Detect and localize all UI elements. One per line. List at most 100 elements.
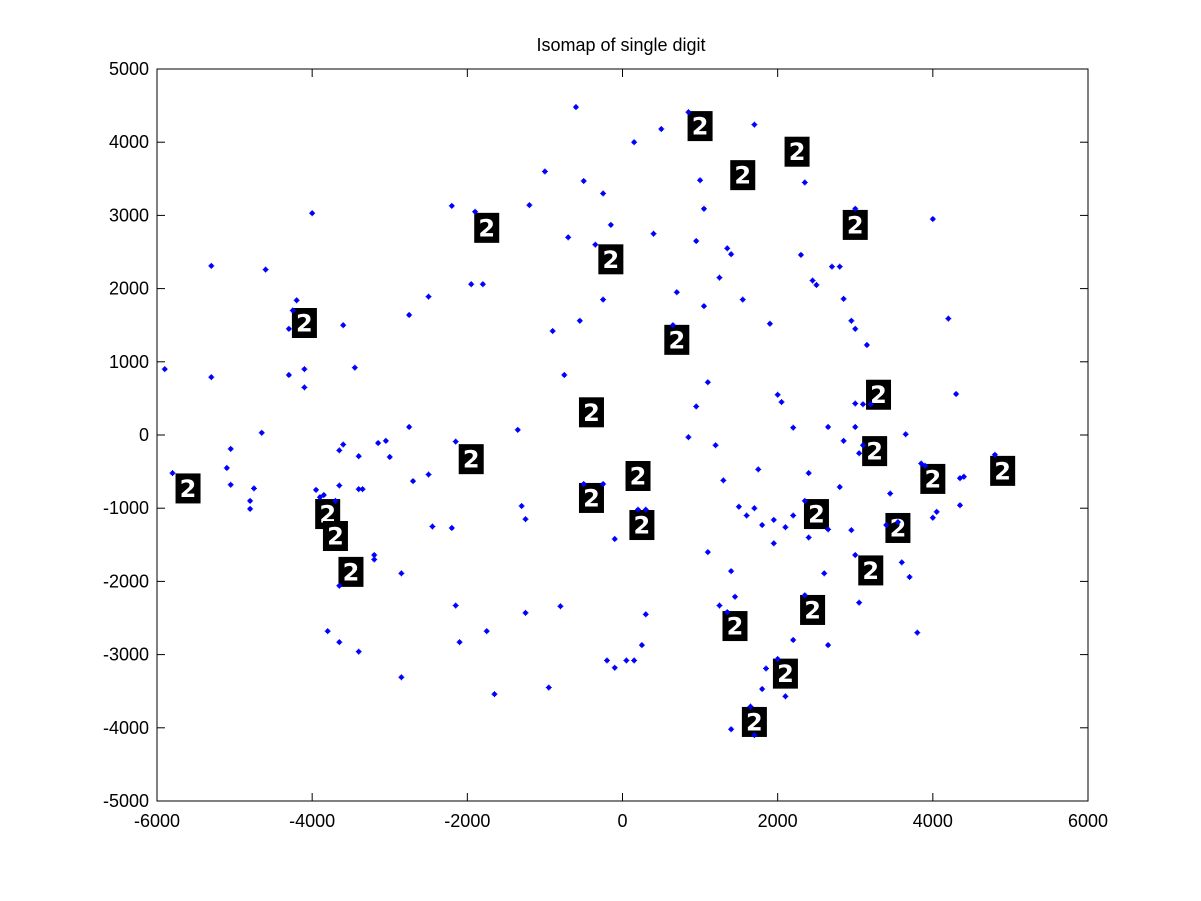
digit-thumbnail: 2 (784, 136, 810, 167)
data-point (522, 609, 529, 616)
thumbnail-box (175, 473, 201, 504)
digit-thumbnail: 2 (578, 397, 604, 428)
data-point (336, 582, 343, 589)
data-point (852, 423, 859, 430)
data-point (887, 490, 894, 497)
data-point (929, 216, 936, 223)
data-point (309, 210, 316, 217)
digit-thumbnail: 2 (458, 444, 484, 475)
digit-thumbnail: 2 (598, 244, 624, 275)
thumbnail-box (784, 136, 810, 167)
data-point (704, 379, 711, 386)
data-point (472, 208, 479, 215)
data-point (751, 121, 758, 128)
data-point (852, 325, 859, 332)
digit-thumbnail: 2 (175, 473, 201, 504)
data-point (747, 703, 754, 710)
digit-thumbnail: 2 (338, 556, 364, 587)
data-point (914, 629, 921, 636)
y-tick-label: -5000 (103, 791, 149, 811)
data-point (611, 664, 618, 671)
data-point (693, 403, 700, 410)
data-point (902, 431, 909, 438)
data-point (301, 366, 308, 373)
data-point (386, 453, 393, 460)
data-point (739, 296, 746, 303)
data-point (813, 281, 820, 288)
data-point (821, 570, 828, 577)
data-point (522, 516, 529, 523)
data-point (704, 549, 711, 556)
data-point (805, 470, 812, 477)
thumbnail-digit: 2 (692, 113, 709, 141)
digit-thumbnail: 2 (730, 160, 756, 191)
thumbnail-box (322, 521, 348, 552)
data-point (549, 328, 556, 335)
thumbnail-digit: 2 (727, 613, 744, 641)
thumbnail-box (885, 512, 911, 543)
data-point (557, 603, 564, 610)
data-point (759, 686, 766, 693)
data-point (840, 295, 847, 302)
data-point (398, 570, 405, 577)
data-point (635, 506, 642, 513)
thumbnail-digit: 2 (180, 475, 197, 503)
thumbnail-box (800, 594, 826, 625)
data-point (468, 281, 475, 288)
data-point (922, 462, 929, 469)
thumbnail-box (664, 324, 690, 355)
data-point (336, 482, 343, 489)
data-point (603, 657, 610, 664)
data-point (790, 512, 797, 519)
data-point (751, 732, 758, 739)
y-tick-label: 4000 (109, 132, 149, 152)
digit-thumbnail: 2 (629, 510, 655, 541)
digit-thumbnail: 2 (803, 499, 829, 530)
data-point (223, 464, 230, 471)
thumbnail-digit: 2 (777, 660, 794, 688)
data-point (883, 522, 890, 529)
thumbnail-digit: 2 (734, 162, 751, 190)
data-point (491, 691, 498, 698)
data-point (840, 437, 847, 444)
thumbnail-digit: 2 (994, 457, 1011, 485)
thumbnail-digit: 2 (327, 523, 344, 551)
data-point (607, 221, 614, 228)
data-point (898, 559, 905, 566)
data-point (685, 109, 692, 116)
data-point (452, 602, 459, 609)
data-point (836, 263, 843, 270)
data-point (580, 177, 587, 184)
data-point (448, 202, 455, 209)
digit-thumbnail: 2 (885, 512, 911, 543)
data-point (561, 371, 568, 378)
data-point (766, 320, 773, 327)
y-tick-label: -1000 (103, 498, 149, 518)
data-point (332, 497, 339, 504)
data-point (572, 104, 579, 111)
data-point (425, 471, 432, 478)
thumbnail-box (687, 111, 713, 142)
data-point (724, 609, 731, 616)
data-point (313, 486, 320, 493)
thumbnail-box (474, 212, 500, 243)
data-point (991, 451, 998, 458)
y-tick-label: 2000 (109, 279, 149, 299)
thumbnail-digit: 2 (478, 214, 495, 242)
thumbnail-digit: 2 (847, 211, 864, 239)
data-point (778, 399, 785, 406)
data-point (743, 512, 750, 519)
data-point (801, 179, 808, 186)
data-point (906, 574, 913, 581)
data-point (371, 556, 378, 563)
data-point (301, 384, 308, 391)
data-point (285, 371, 292, 378)
thumbnail-box (458, 444, 484, 475)
data-point (945, 315, 952, 322)
data-point (797, 251, 804, 258)
data-point (852, 400, 859, 407)
digit-thumbnail: 2 (291, 308, 317, 339)
thumbnail-box (741, 706, 767, 737)
plot-area (156, 68, 1089, 802)
